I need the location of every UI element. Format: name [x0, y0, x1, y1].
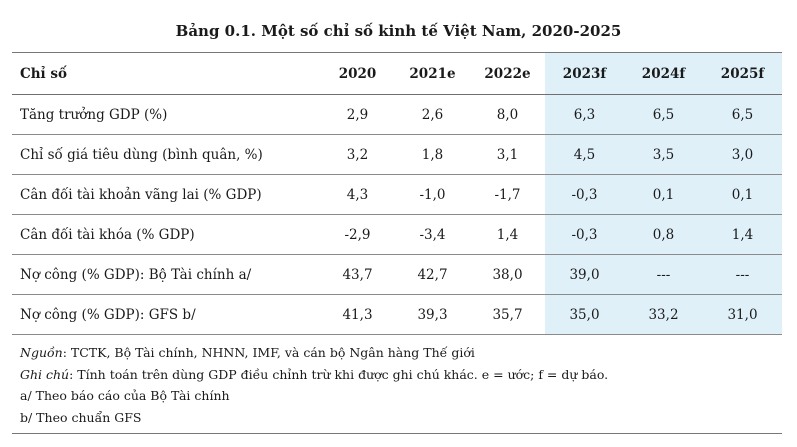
header-2023f: 2023f — [545, 53, 624, 95]
footnote-b: b/ Theo chuẩn GFS — [20, 409, 142, 425]
cell-forecast: 31,0 — [703, 294, 782, 335]
cell-forecast: 0,8 — [624, 214, 703, 255]
cell: 4,3 — [320, 174, 395, 215]
cell: -1,7 — [470, 174, 545, 215]
header-indicator: Chỉ số — [12, 53, 320, 95]
cell-forecast: 3,0 — [703, 134, 782, 175]
header-2021e: 2021e — [395, 53, 470, 95]
cell: 41,3 — [320, 294, 395, 335]
table-title: Bảng 0.1. Một số chỉ số kinh tế Việt Nam… — [175, 22, 622, 40]
cell-forecast: --- — [624, 254, 703, 295]
row-label: Nợ công (% GDP): GFS b/ — [12, 294, 320, 335]
cell: 1,4 — [470, 214, 545, 255]
cell: 43,7 — [320, 254, 395, 295]
header-row: Chỉ số 2020 2021e 2022e 2023f 2024f 2025… — [12, 53, 782, 95]
row-label: Chỉ số giá tiêu dùng (bình quân, %) — [12, 134, 320, 175]
cell-forecast: 3,5 — [624, 134, 703, 175]
cell: 38,0 — [470, 254, 545, 295]
remark-text: : Tính toán trên dùng GDP điều chỉnh trừ… — [69, 366, 609, 382]
cell-forecast: 4,5 — [545, 134, 624, 175]
cell-forecast: 6,3 — [545, 94, 624, 135]
cell-forecast: -0,3 — [545, 214, 624, 255]
header-2024f: 2024f — [624, 53, 703, 95]
row-label: Cân đối tài khoản vãng lai (% GDP) — [12, 174, 320, 215]
cell: 39,3 — [395, 294, 470, 335]
bottom-rule — [12, 433, 782, 434]
header-2022e: 2022e — [470, 53, 545, 95]
remark-label: Ghi chú — [20, 366, 70, 382]
top-rule — [12, 52, 782, 53]
table-row-public-debt-mof: Nợ công (% GDP): Bộ Tài chính a/ 43,7 42… — [12, 254, 782, 295]
table-row-public-debt-gfs: Nợ công (% GDP): GFS b/ 41,3 39,3 35,7 3… — [12, 294, 782, 335]
source-label: Nguồn — [20, 345, 63, 360]
source-note: Nguồn: TCTK, Bộ Tài chính, NHNN, IMF, và… — [20, 342, 608, 364]
cell: 2,6 — [395, 94, 470, 135]
header-2020: 2020 — [320, 53, 395, 95]
cell: 3,2 — [320, 134, 395, 175]
cell: 3,1 — [470, 134, 545, 175]
cell-forecast: 35,0 — [545, 294, 624, 335]
table-row-current-account: Cân đối tài khoản vãng lai (% GDP) 4,3 -… — [12, 174, 782, 215]
cell: -2,9 — [320, 214, 395, 255]
cell: 2,9 — [320, 94, 395, 135]
row-label: Cân đối tài khóa (% GDP) — [12, 214, 320, 255]
cell: 35,7 — [470, 294, 545, 335]
cell: 42,7 — [395, 254, 470, 295]
cell-forecast: 33,2 — [624, 294, 703, 335]
table-row-cpi: Chỉ số giá tiêu dùng (bình quân, %) 3,2 … — [12, 134, 782, 175]
cell-forecast: 0,1 — [703, 174, 782, 215]
cell-forecast: -0,3 — [545, 174, 624, 215]
cell-forecast: 6,5 — [703, 94, 782, 135]
source-text: : TCTK, Bộ Tài chính, NHNN, IMF, và cán … — [62, 345, 475, 360]
cell-forecast: 6,5 — [624, 94, 703, 135]
cell-forecast: 0,1 — [624, 174, 703, 215]
cell: 1,8 — [395, 134, 470, 175]
cell-forecast: 39,0 — [545, 254, 624, 295]
table-row-fiscal-balance: Cân đối tài khóa (% GDP) -2,9 -3,4 1,4 -… — [12, 214, 782, 255]
header-2025f: 2025f — [703, 53, 782, 95]
footnote-a: a/ Theo báo cáo của Bộ Tài chính — [20, 388, 230, 403]
row-label: Nợ công (% GDP): Bộ Tài chính a/ — [12, 254, 320, 295]
table-notes: Nguồn: TCTK, Bộ Tài chính, NHNN, IMF, và… — [20, 342, 608, 428]
economic-indicators-table: Chỉ số 2020 2021e 2022e 2023f 2024f 2025… — [12, 53, 782, 335]
cell: -1,0 — [395, 174, 470, 215]
cell: -3,4 — [395, 214, 470, 255]
cell: 8,0 — [470, 94, 545, 135]
row-label: Tăng trưởng GDP (%) — [12, 94, 320, 135]
cell-forecast: --- — [703, 254, 782, 295]
table-row-gdp-growth: Tăng trưởng GDP (%) 2,9 2,6 8,0 6,3 6,5 … — [12, 94, 782, 135]
cell-forecast: 1,4 — [703, 214, 782, 255]
remark-note: Ghi chú: Tính toán trên dùng GDP điều ch… — [20, 364, 608, 386]
